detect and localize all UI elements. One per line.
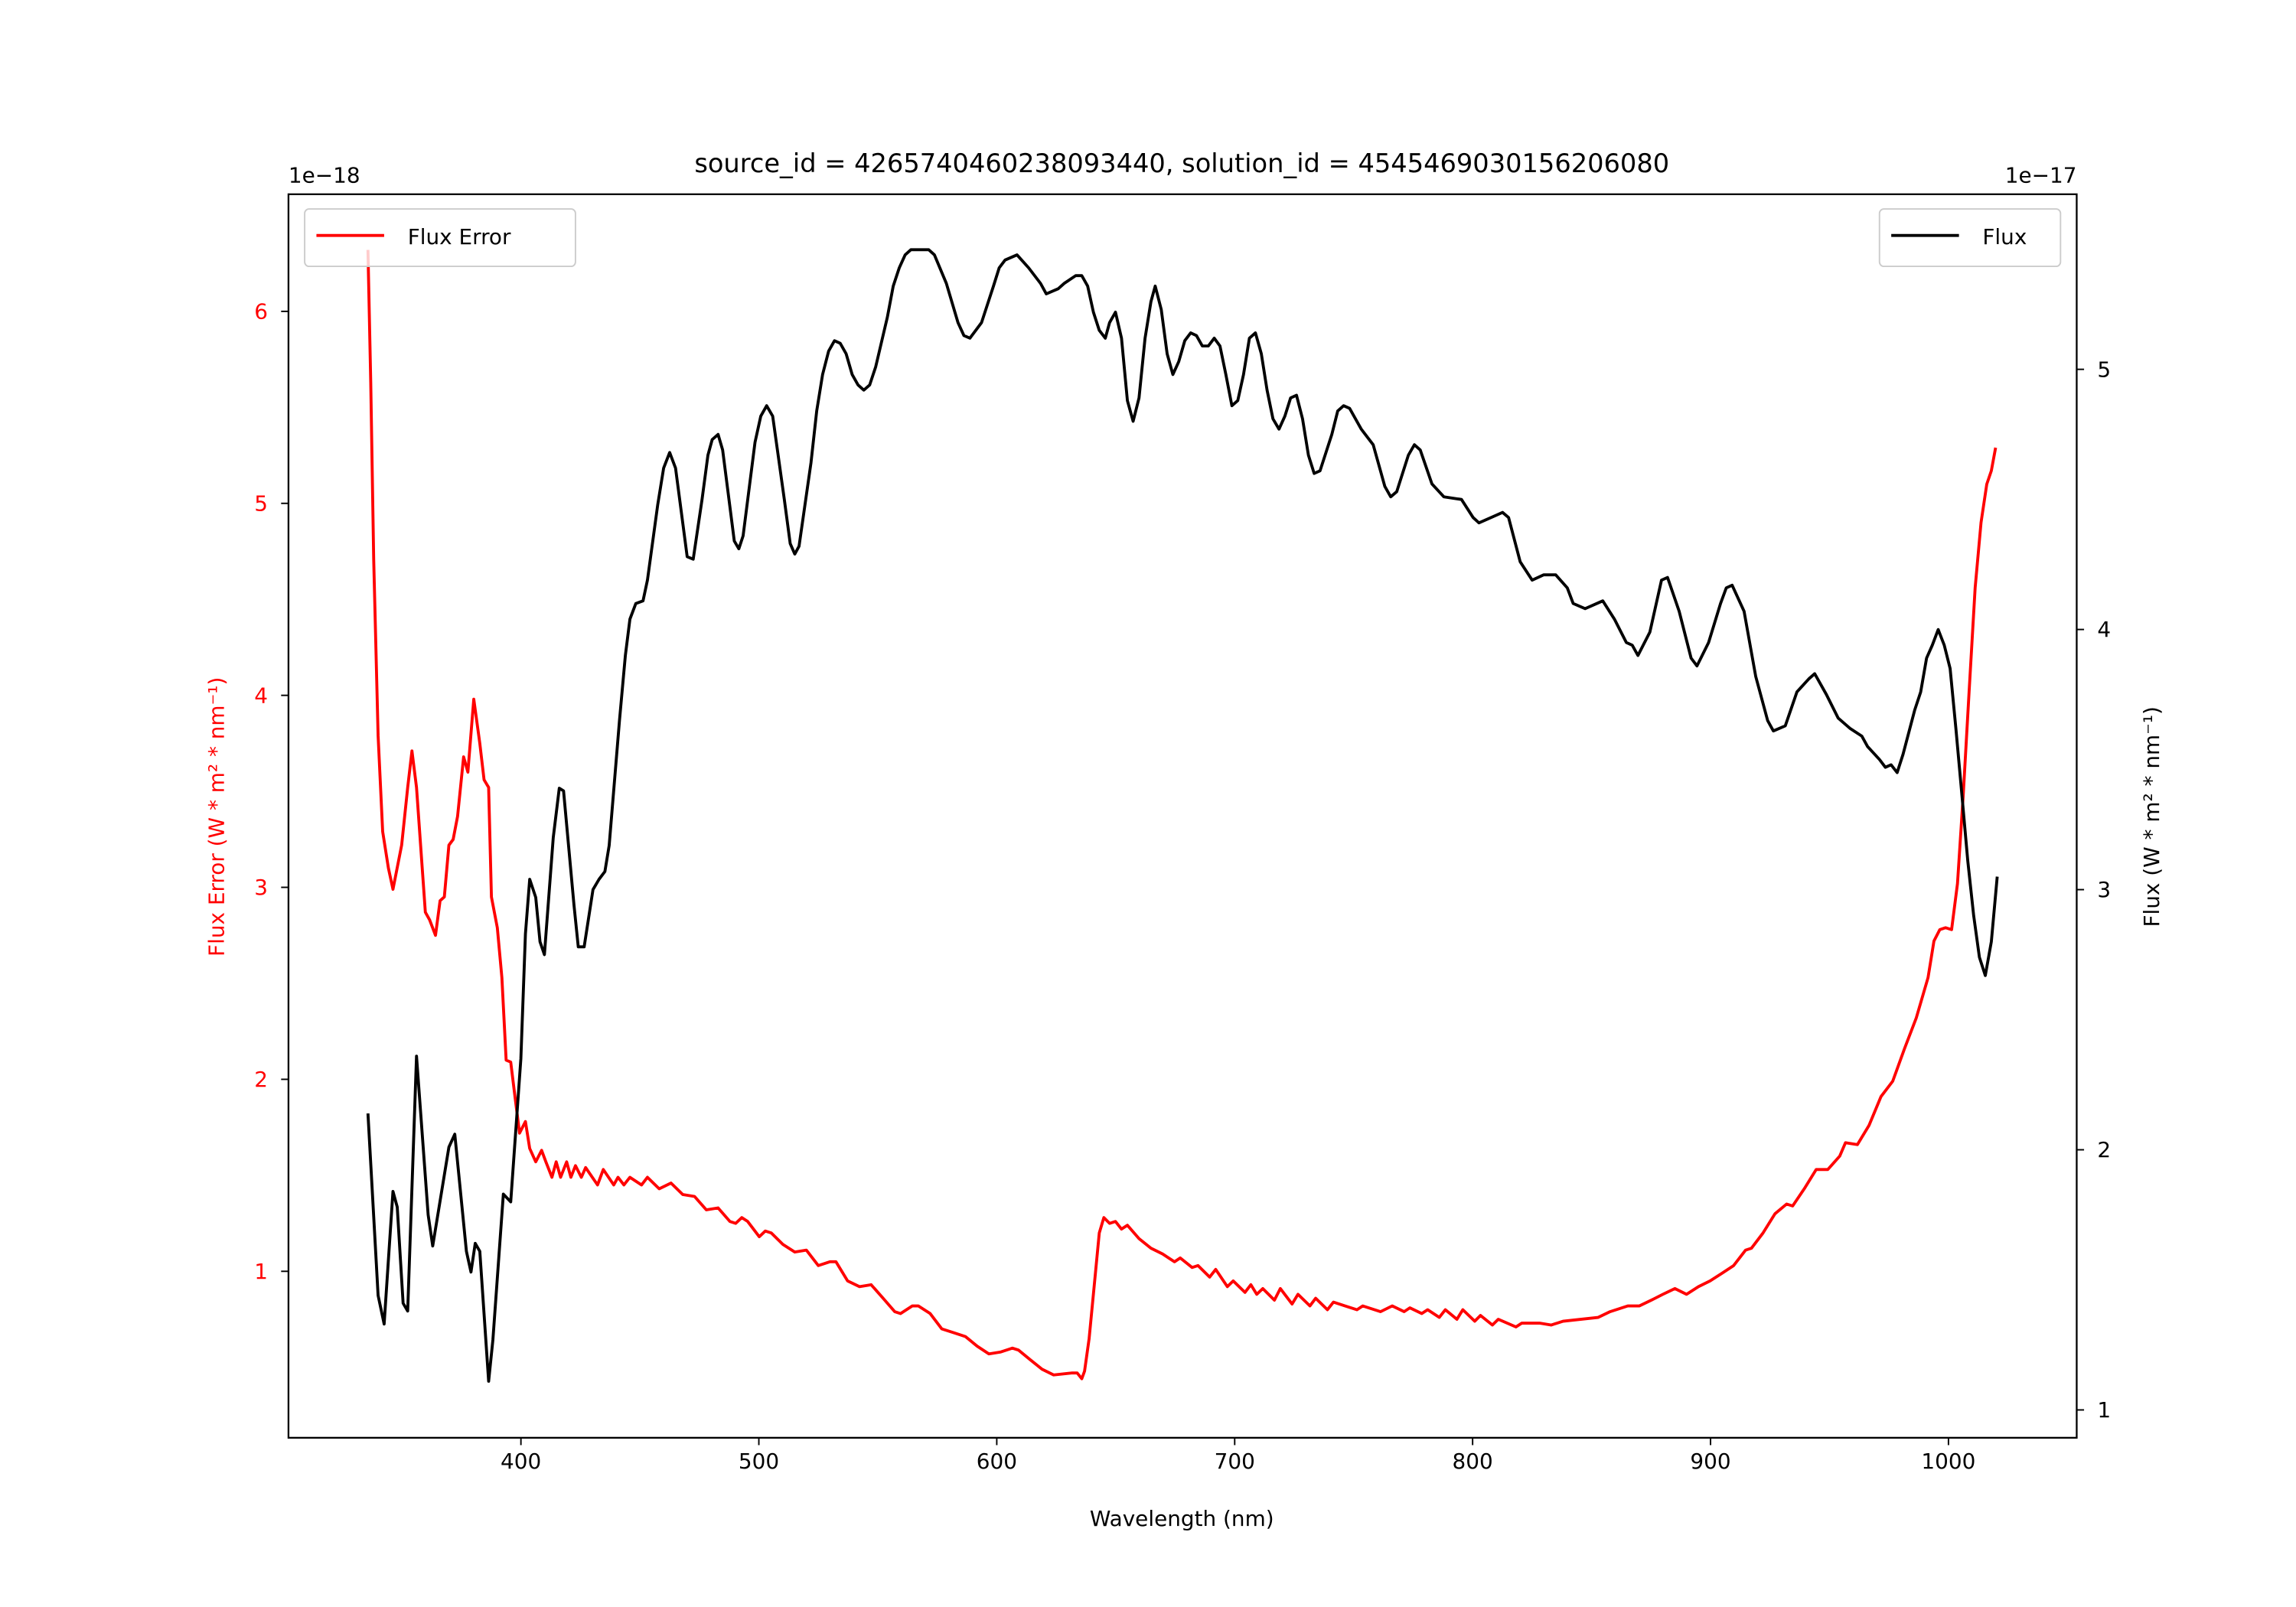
legend-flux-error: Flux Error bbox=[304, 208, 576, 268]
right-y-tick-label: 2 bbox=[2097, 1137, 2111, 1162]
left-axis-offset: 1e−18 bbox=[289, 162, 360, 187]
x-tick-label: 500 bbox=[739, 1449, 779, 1474]
x-tick-label: 700 bbox=[1215, 1449, 1255, 1474]
right-y-tick-label: 3 bbox=[2097, 877, 2111, 902]
right-y-tick-label: 4 bbox=[2097, 617, 2111, 642]
series-line-flux bbox=[366, 248, 1999, 1383]
right-y-tick-label: 5 bbox=[2097, 357, 2111, 382]
x-tick-label: 1000 bbox=[1921, 1449, 1975, 1474]
x-axis-label: Wavelength (nm) bbox=[1090, 1506, 1274, 1531]
series-line-flux-error bbox=[366, 249, 1998, 1380]
right-y-tick-label: 1 bbox=[2097, 1397, 2111, 1423]
x-tick-label: 900 bbox=[1690, 1449, 1730, 1474]
x-tick-label: 600 bbox=[977, 1449, 1017, 1474]
chart-title: source_id = 4265740460238093440, solutio… bbox=[694, 148, 1669, 178]
x-tick-label: 400 bbox=[501, 1449, 541, 1474]
left-y-tick-label: 2 bbox=[254, 1067, 268, 1092]
legend-label-flux-error: Flux Error bbox=[408, 224, 511, 249]
axes-frame bbox=[287, 193, 2078, 1439]
left-y-tick-label: 3 bbox=[254, 875, 268, 900]
legend-flux: Flux bbox=[1878, 208, 2062, 268]
left-y-tick-label: 6 bbox=[254, 299, 268, 324]
x-tick-label: 800 bbox=[1453, 1449, 1493, 1474]
left-y-tick-label: 4 bbox=[254, 683, 268, 708]
legend-box bbox=[1878, 208, 2062, 268]
left-y-axis-label: Flux Error (W * m² * nm⁻¹) bbox=[204, 677, 229, 957]
legend-label-flux: Flux bbox=[1982, 224, 2027, 249]
right-y-axis-label: Flux (W * m² * nm⁻¹) bbox=[2139, 706, 2164, 927]
left-y-tick-label: 5 bbox=[254, 491, 268, 516]
legend-box bbox=[304, 208, 576, 268]
right-axis-offset: 1e−17 bbox=[2005, 162, 2077, 187]
left-y-tick-label: 1 bbox=[254, 1259, 268, 1284]
